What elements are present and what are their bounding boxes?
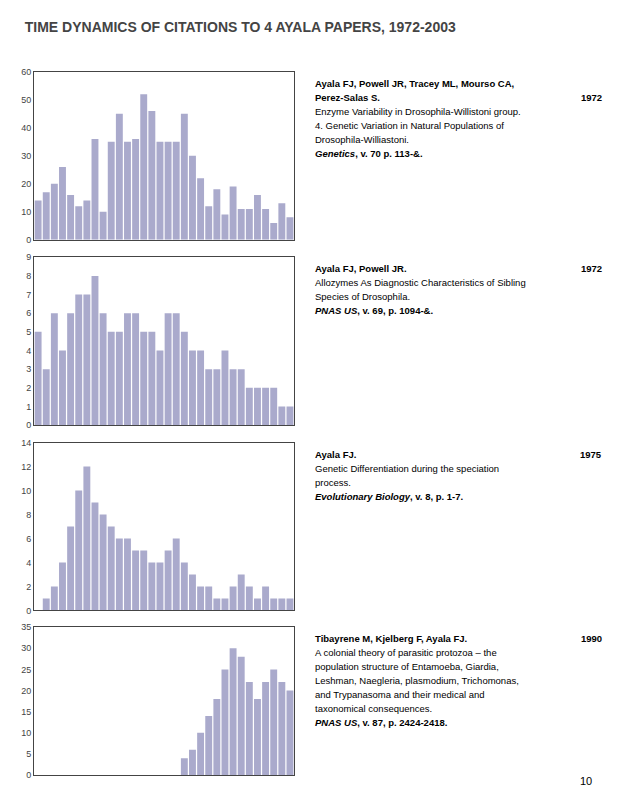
svg-text:2: 2	[26, 582, 31, 592]
svg-text:Leshman, Naegleria, plasmodium: Leshman, Naegleria, plasmodium, Trichomo…	[315, 675, 519, 686]
svg-text:Ayala FJ, Powell JR.: Ayala FJ, Powell JR.	[315, 263, 407, 274]
svg-text:20: 20	[21, 686, 31, 696]
svg-text:6: 6	[26, 534, 31, 544]
svg-text:population structure of Entamo: population structure of Entamoeba, Giard…	[315, 661, 499, 672]
svg-text:60: 60	[21, 67, 31, 77]
svg-text:5: 5	[26, 749, 31, 759]
svg-text:0: 0	[26, 606, 31, 616]
svg-text:7: 7	[26, 290, 31, 300]
svg-text:1975: 1975	[580, 449, 602, 460]
svg-text:5: 5	[26, 327, 31, 337]
svg-text:0: 0	[26, 420, 31, 430]
svg-text:Ayala FJ, Powell JR, Tracey ML: Ayala FJ, Powell JR, Tracey ML, Mourso C…	[315, 78, 514, 89]
svg-text:4: 4	[26, 346, 31, 356]
svg-text:Evolutionary Biology, v. 8, p.: Evolutionary Biology, v. 8, p. 1-7.	[315, 491, 463, 502]
svg-text:Species of Drosophila.: Species of Drosophila.	[315, 291, 410, 302]
svg-text:1972: 1972	[581, 263, 602, 274]
svg-text:1: 1	[26, 402, 31, 412]
svg-text:50: 50	[21, 95, 31, 105]
svg-text:1990: 1990	[581, 633, 602, 644]
svg-text:Ayala FJ.: Ayala FJ.	[315, 449, 356, 460]
svg-text:12: 12	[21, 462, 31, 472]
svg-text:1972: 1972	[581, 92, 602, 103]
svg-text:and Trypanasoma and their medi: and Trypanasoma and their medical and	[315, 689, 485, 700]
svg-text:process.: process.	[315, 477, 351, 488]
svg-text:Genetic Differentiation during: Genetic Differentiation during the speci…	[315, 463, 499, 474]
svg-text:Genetics, v. 70 p. 113-&.: Genetics, v. 70 p. 113-&.	[315, 148, 423, 159]
svg-text:taxonomical consequences.: taxonomical consequences.	[315, 703, 432, 714]
svg-text:25: 25	[21, 665, 31, 675]
svg-text:PNAS US, v. 87, p. 2424-2418.: PNAS US, v. 87, p. 2424-2418.	[315, 717, 447, 728]
svg-text:2: 2	[26, 383, 31, 393]
svg-text:Tibayrene M, Kjelberg F, Ayala: Tibayrene M, Kjelberg F, Ayala FJ.	[315, 633, 467, 644]
svg-text:40: 40	[21, 123, 31, 133]
svg-text:30: 30	[21, 151, 31, 161]
svg-text:10: 10	[580, 775, 592, 787]
svg-text:TIME DYNAMICS OF CITATIONS TO: TIME DYNAMICS OF CITATIONS TO 4 AYALA PA…	[25, 19, 456, 35]
svg-text:4. Genetic Variation in Natura: 4. Genetic Variation in Natural Populati…	[315, 120, 504, 131]
svg-text:Enzyme Variability in Drosophi: Enzyme Variability in Drosophila-Willist…	[315, 106, 521, 117]
svg-text:PNAS US, v. 69, p. 1094-&.: PNAS US, v. 69, p. 1094-&.	[315, 305, 433, 316]
svg-text:0: 0	[26, 770, 31, 780]
svg-text:0: 0	[26, 235, 31, 245]
svg-text:35: 35	[21, 622, 31, 632]
svg-text:30: 30	[21, 643, 31, 653]
svg-text:Allozymes As Diagnostic Charac: Allozymes As Diagnostic Characteristics …	[315, 277, 526, 288]
svg-text:8: 8	[26, 510, 31, 520]
svg-text:3: 3	[26, 364, 31, 374]
svg-text:4: 4	[26, 558, 31, 568]
svg-text:10: 10	[21, 207, 31, 217]
svg-text:A colonial theory of parasitic: A colonial theory of parasitic protozoa …	[315, 647, 497, 658]
svg-text:8: 8	[26, 271, 31, 281]
svg-text:15: 15	[21, 707, 31, 717]
svg-text:14: 14	[21, 438, 31, 448]
svg-text:Perez-Salas S.: Perez-Salas S.	[315, 92, 380, 103]
svg-text:6: 6	[26, 308, 31, 318]
svg-text:20: 20	[21, 179, 31, 189]
svg-text:10: 10	[21, 728, 31, 738]
svg-text:Drosophila-Williastoni.: Drosophila-Williastoni.	[315, 134, 409, 145]
svg-text:10: 10	[21, 486, 31, 496]
svg-text:9: 9	[26, 252, 31, 262]
